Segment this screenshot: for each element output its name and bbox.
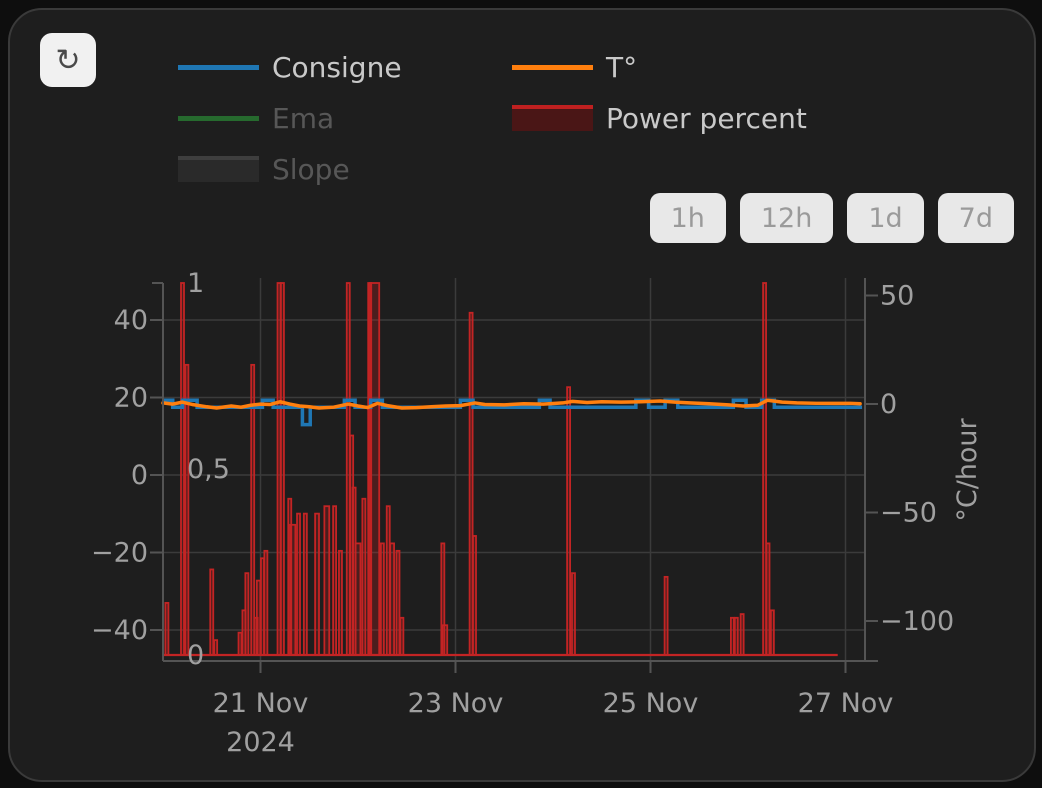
svg-text:0: 0 bbox=[880, 389, 897, 420]
svg-text:1: 1 bbox=[187, 268, 204, 299]
svg-text:27 Nov: 27 Nov bbox=[798, 688, 894, 719]
svg-text:25 Nov: 25 Nov bbox=[603, 688, 699, 719]
range-1d-button[interactable]: 1d bbox=[847, 193, 924, 243]
grid-layer bbox=[163, 278, 865, 661]
time-range-buttons: 1h 12h 1d 7d bbox=[649, 193, 1014, 243]
legend-label-slope: Slope bbox=[272, 152, 350, 186]
ema-line-swatch-icon bbox=[178, 115, 259, 121]
svg-text:−100: −100 bbox=[880, 606, 954, 637]
svg-text:0: 0 bbox=[131, 460, 148, 491]
axis-layer: 40 20 0 −20 −40 1 0,5 0 50 0 −50 −100 21 Nov 23 Nov 25… bbox=[91, 268, 983, 758]
svg-text:40: 40 bbox=[114, 305, 148, 336]
svg-text:23 Nov: 23 Nov bbox=[408, 688, 504, 719]
range-7d-button[interactable]: 7d bbox=[937, 193, 1014, 243]
svg-text:°C/hour: °C/hour bbox=[952, 417, 983, 521]
legend-label-temperature: T° bbox=[606, 50, 638, 84]
refresh-icon: ↻ bbox=[55, 43, 81, 77]
range-1h-button[interactable]: 1h bbox=[649, 193, 726, 243]
temperature-line-swatch-icon bbox=[512, 64, 593, 70]
power-percent-box-swatch-icon bbox=[512, 105, 593, 131]
svg-text:0,5: 0,5 bbox=[187, 454, 230, 485]
legend-item-consigne[interactable]: Consigne bbox=[178, 50, 402, 84]
legend-label-power-percent: Power percent bbox=[606, 101, 807, 135]
legend-item-power-percent[interactable]: Power percent bbox=[512, 101, 807, 135]
svg-text:0: 0 bbox=[187, 640, 204, 671]
consigne-line-swatch-icon bbox=[178, 64, 259, 70]
svg-text:−20: −20 bbox=[91, 538, 148, 569]
range-12h-button[interactable]: 12h bbox=[739, 193, 834, 243]
legend-item-ema[interactable]: Ema bbox=[178, 101, 334, 135]
legend-label-ema: Ema bbox=[272, 101, 335, 135]
refresh-button[interactable]: ↻ bbox=[40, 33, 96, 87]
svg-text:−50: −50 bbox=[880, 498, 937, 529]
temperature-line bbox=[161, 398, 862, 410]
svg-text:2024: 2024 bbox=[226, 727, 295, 758]
legend-label-consigne: Consigne bbox=[272, 50, 402, 84]
legend-item-temperature[interactable]: T° bbox=[512, 50, 637, 84]
svg-text:20: 20 bbox=[114, 383, 148, 414]
slope-box-swatch-icon bbox=[178, 156, 259, 182]
svg-text:−40: −40 bbox=[91, 615, 148, 646]
power-bars bbox=[163, 282, 838, 657]
legend-item-slope[interactable]: Slope bbox=[178, 152, 350, 186]
svg-text:50: 50 bbox=[880, 281, 914, 312]
svg-text:21 Nov: 21 Nov bbox=[213, 688, 309, 719]
